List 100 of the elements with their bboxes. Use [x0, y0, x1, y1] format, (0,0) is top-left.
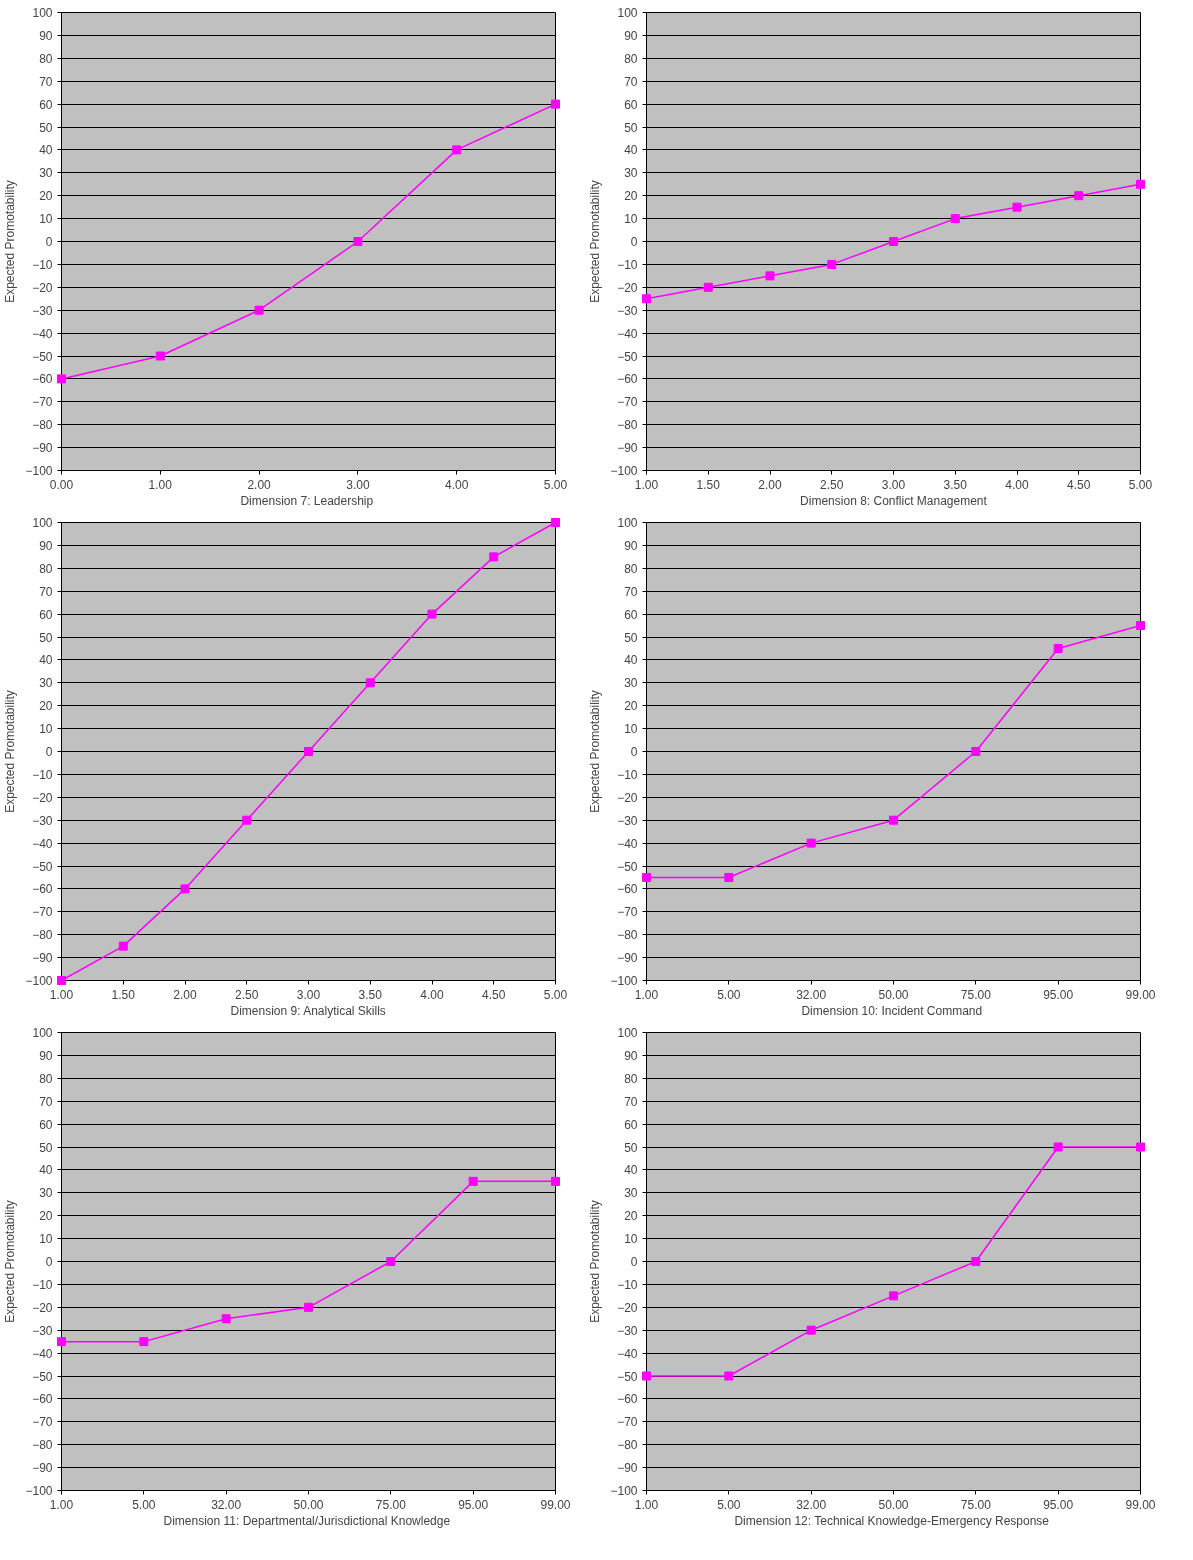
y-tick-label: 40	[624, 143, 638, 158]
y-tick-label: −80	[617, 928, 638, 943]
y-tick-label: −100	[25, 974, 53, 988]
y-tick-label: −90	[617, 1461, 638, 1476]
y-tick-label: −10	[32, 767, 53, 782]
x-tick-label: 50.00	[293, 1497, 324, 1512]
y-tick-label: 100	[32, 1026, 53, 1040]
x-tick-label: 99.00	[540, 1497, 571, 1512]
y-tick-label: −70	[32, 905, 53, 920]
y-tick-label: −60	[617, 1392, 638, 1407]
y-tick-label: −90	[32, 1461, 53, 1476]
y-tick-label: 90	[39, 1048, 53, 1063]
y-tick-label: 40	[39, 143, 53, 158]
y-tick-label: −50	[617, 859, 638, 874]
y-tick-label: −20	[617, 280, 638, 295]
x-tick-label: 2.00	[758, 477, 782, 492]
y-tick-label: −50	[32, 1369, 53, 1384]
x-axis-title: Dimension 12: Technical Knowledge-Emergency Response	[734, 1513, 1050, 1528]
y-tick-label: −60	[32, 1392, 53, 1407]
y-tick-label: −60	[32, 882, 53, 897]
y-tick-label: −30	[617, 303, 638, 318]
y-tick-label: −80	[32, 928, 53, 943]
y-tick-label: 100	[32, 6, 53, 20]
x-tick-label: 4.00	[445, 477, 469, 492]
x-axis-title: Dimension 7: Leadership	[240, 493, 374, 508]
y-tick-label: −20	[32, 1300, 53, 1315]
y-tick-label: 50	[39, 1140, 53, 1155]
y-tick-label: 70	[39, 584, 53, 599]
y-tick-label: 20	[624, 699, 638, 714]
y-tick-label: −50	[617, 1369, 638, 1384]
y-tick-label: −20	[617, 790, 638, 805]
x-tick-label: 1.50	[111, 987, 136, 1002]
y-tick-label: 0	[630, 745, 638, 759]
y-tick-label: 70	[624, 1094, 638, 1109]
y-tick-label: −10	[32, 257, 53, 272]
y-tick-label: 80	[39, 561, 53, 576]
x-tick-label: 1.00	[634, 1497, 659, 1512]
y-tick-label: −10	[617, 1277, 638, 1292]
x-tick-label: 5.00	[543, 477, 568, 492]
x-tick-label: 32.00	[796, 1497, 827, 1512]
y-tick-label: −20	[617, 1300, 638, 1315]
y-tick-label: 10	[39, 212, 53, 227]
y-axis-title: Expected Promotability	[588, 1200, 603, 1323]
y-tick-label: 50	[624, 1140, 638, 1155]
y-tick-label: 90	[624, 28, 638, 43]
y-tick-label: −50	[32, 859, 53, 874]
x-tick-label: 4.00	[1005, 477, 1029, 492]
y-tick-label: 30	[39, 676, 53, 691]
y-tick-label: 50	[624, 120, 638, 135]
y-tick-label: 60	[624, 97, 638, 112]
y-tick-label: 60	[39, 607, 53, 622]
y-tick-label: 0	[630, 235, 638, 249]
y-tick-label: −30	[32, 813, 53, 828]
y-tick-label: −90	[617, 951, 638, 966]
y-tick-label: 20	[624, 189, 638, 204]
x-tick-label: 95.00	[1043, 1497, 1074, 1512]
y-tick-label: 10	[39, 722, 53, 737]
y-tick-label: 30	[39, 166, 53, 181]
y-tick-label: −80	[617, 418, 638, 433]
y-axis-title: Expected Promotability	[588, 690, 603, 813]
y-tick-label: 10	[39, 1232, 53, 1247]
y-tick-label: −70	[32, 395, 53, 410]
x-tick-label: 1.00	[634, 477, 659, 492]
y-axis-title: Expected Promotability	[588, 180, 603, 303]
y-tick-label: 70	[39, 74, 53, 89]
y-tick-label: 60	[39, 1117, 53, 1132]
y-tick-label: −70	[32, 1415, 53, 1430]
y-tick-label: 60	[624, 607, 638, 622]
y-tick-label: 30	[39, 1186, 53, 1201]
x-tick-label: 5.00	[717, 987, 741, 1002]
y-tick-label: −100	[610, 1484, 638, 1498]
y-tick-label: 20	[39, 1209, 53, 1224]
y-tick-label: 30	[624, 676, 638, 691]
y-tick-label: −20	[32, 790, 53, 805]
y-tick-label: 50	[39, 630, 53, 645]
x-tick-label: 5.00	[717, 1497, 741, 1512]
x-axis-title: Dimension 9: Analytical Skills	[230, 1003, 386, 1018]
x-tick-label: 5.00	[543, 987, 568, 1002]
y-tick-label: 50	[624, 630, 638, 645]
y-tick-label: −40	[617, 326, 638, 341]
x-tick-label: 0.00	[49, 477, 74, 492]
x-tick-label: 1.00	[49, 987, 74, 1002]
y-tick-label: −80	[32, 1438, 53, 1453]
x-tick-label: 99.00	[1125, 1497, 1156, 1512]
y-tick-label: 10	[624, 212, 638, 227]
y-tick-label: −90	[617, 441, 638, 456]
x-tick-label: 1.00	[148, 477, 173, 492]
x-tick-label: 1.50	[696, 477, 721, 492]
x-tick-label: 50.00	[878, 1497, 909, 1512]
y-tick-label: 90	[624, 538, 638, 553]
y-tick-label: 40	[39, 653, 53, 668]
y-tick-label: 0	[45, 1255, 53, 1269]
x-tick-label: 4.50	[1067, 477, 1091, 492]
y-tick-label: 80	[39, 51, 53, 66]
y-tick-label: 40	[624, 653, 638, 668]
y-tick-label: −20	[32, 280, 53, 295]
y-tick-label: −40	[32, 1346, 53, 1361]
y-tick-label: −30	[32, 303, 53, 318]
y-tick-label: −80	[32, 418, 53, 433]
x-tick-label: 50.00	[878, 987, 909, 1002]
